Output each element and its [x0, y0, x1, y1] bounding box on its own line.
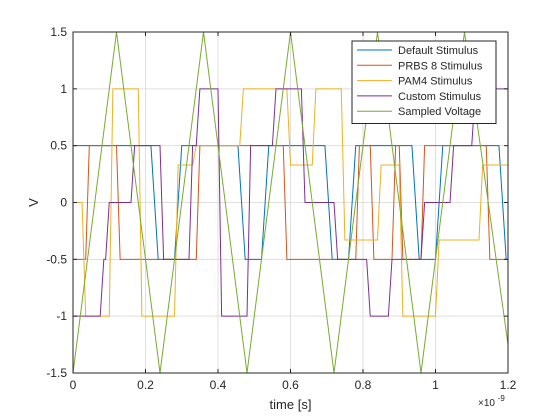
- x-tick-label: 1: [432, 378, 439, 392]
- legend-label: PAM4 Stimulus: [398, 76, 473, 88]
- y-tick-label: 1: [60, 82, 67, 96]
- legend-label: Sampled Voltage: [398, 106, 481, 118]
- x-tick-label: 0.2: [137, 378, 154, 392]
- x-tick-label: 0.6: [282, 378, 299, 392]
- y-tick-label: 0: [60, 196, 67, 210]
- y-tick-label: -0.5: [46, 252, 67, 266]
- x-exponent: ×10 -9: [478, 394, 505, 409]
- x-axis-label: time [s]: [270, 397, 312, 412]
- y-tick-label: 1.5: [50, 25, 67, 39]
- x-exponent-base: ×10: [478, 398, 495, 409]
- legend: Default Stimulus PRBS 8 Stimulus PAM4 Stim…: [352, 41, 496, 124]
- legend-label: Custom Stimulus: [398, 91, 482, 103]
- x-exponent-power: -9: [498, 394, 506, 403]
- y-tick-label: 0.5: [50, 139, 67, 153]
- y-axis-label: V: [26, 198, 41, 207]
- legend-label: PRBS 8 Stimulus: [398, 60, 483, 72]
- x-tick-label: 0.4: [210, 378, 227, 392]
- y-tick-label: -1.5: [46, 366, 67, 380]
- x-tick-label: 0: [70, 378, 77, 392]
- y-tick-label: -1: [56, 309, 67, 323]
- x-tick-label: 1.2: [500, 378, 517, 392]
- legend-label: Default Stimulus: [398, 45, 479, 57]
- x-tick-label: 0.8: [355, 378, 372, 392]
